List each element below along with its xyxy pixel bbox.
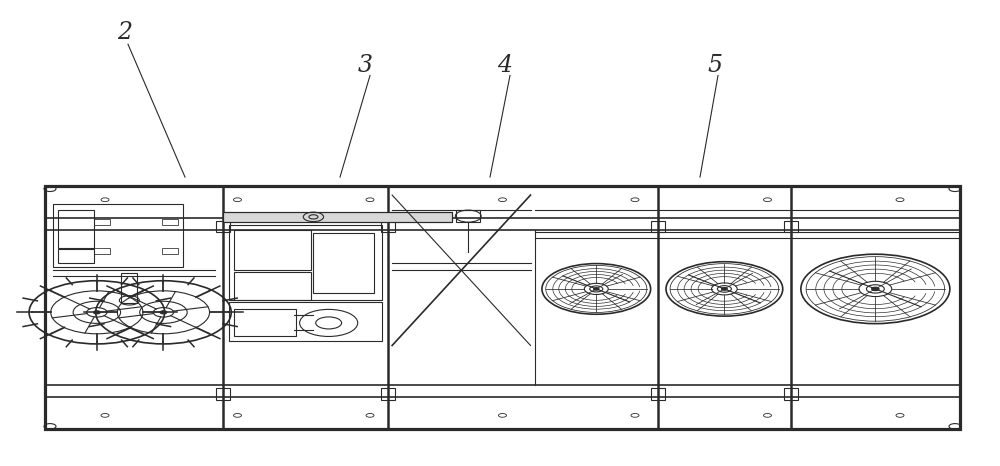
Bar: [381, 388, 395, 399]
Bar: [456, 210, 480, 222]
Bar: [234, 230, 311, 270]
Text: 5: 5: [708, 54, 722, 77]
Bar: [651, 388, 665, 399]
Bar: [53, 204, 183, 267]
Bar: [784, 388, 798, 399]
Circle shape: [721, 288, 727, 290]
Bar: [229, 225, 382, 301]
Bar: [313, 233, 374, 293]
Bar: [223, 212, 452, 222]
Bar: [229, 302, 382, 341]
Bar: [45, 385, 960, 397]
Bar: [45, 186, 960, 429]
Bar: [234, 272, 311, 301]
Bar: [162, 219, 178, 225]
Bar: [45, 218, 960, 230]
Bar: [162, 248, 178, 254]
Circle shape: [93, 311, 100, 314]
Bar: [58, 210, 94, 248]
Circle shape: [872, 287, 879, 291]
Text: 4: 4: [498, 54, 512, 77]
Bar: [381, 221, 395, 233]
Bar: [94, 248, 110, 254]
Text: 2: 2: [118, 21, 132, 44]
Bar: [58, 249, 94, 263]
Circle shape: [160, 311, 167, 314]
Bar: [94, 219, 110, 225]
Bar: [121, 273, 137, 303]
Bar: [784, 221, 798, 233]
Bar: [223, 212, 452, 222]
Bar: [216, 221, 230, 233]
Circle shape: [594, 288, 599, 290]
Bar: [651, 221, 665, 233]
Bar: [234, 309, 296, 336]
Text: 3: 3: [358, 54, 372, 77]
Bar: [216, 388, 230, 399]
